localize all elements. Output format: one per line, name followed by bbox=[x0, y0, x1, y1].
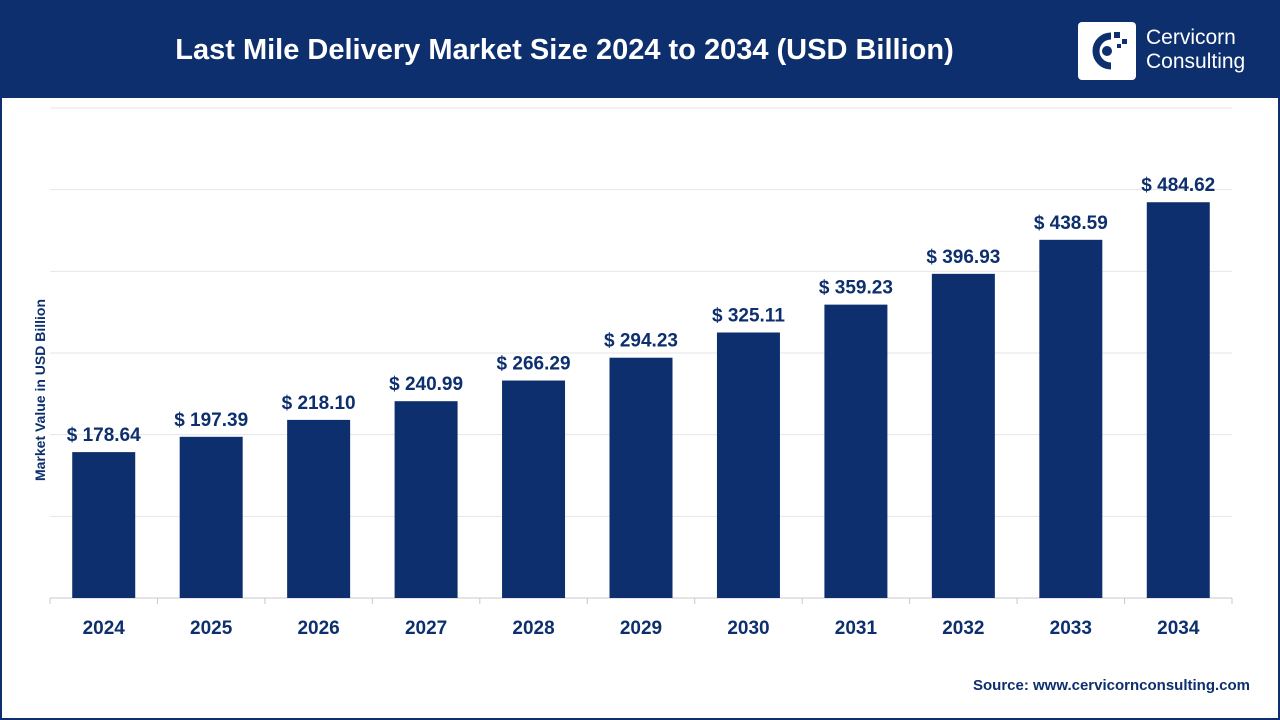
source-note: Source: www.cervicornconsulting.com bbox=[972, 677, 1250, 694]
x-tick-label-2026: 2026 bbox=[297, 618, 339, 639]
logo-line-1: Cervicorn bbox=[1146, 26, 1236, 49]
value-label-2030: $ 325.11 bbox=[712, 305, 785, 326]
x-tick-label-2034: 2034 bbox=[1157, 618, 1200, 639]
bar-2025 bbox=[179, 436, 243, 598]
x-tick-label-2031: 2031 bbox=[835, 618, 878, 639]
x-tick-label-2028: 2028 bbox=[512, 618, 554, 639]
value-label-2029: $ 294.23 bbox=[604, 331, 678, 352]
company-logo: Cervicorn Consulting bbox=[1078, 22, 1278, 80]
bar-2028 bbox=[502, 380, 566, 598]
chart-value-labels: $ 178.64 $ 197.39 $ 218.10 $ 240.99 $ 266.29… bbox=[67, 175, 1216, 446]
x-tick-label-2030: 2030 bbox=[727, 618, 769, 639]
bar-2034 bbox=[1146, 202, 1210, 598]
x-tick-label-2027: 2027 bbox=[405, 618, 447, 639]
bar-2033 bbox=[1039, 239, 1103, 598]
value-label-2028: $ 266.29 bbox=[497, 354, 571, 375]
value-label-2031: $ 359.23 bbox=[819, 278, 893, 299]
bar-chart: $ 178.64 $ 197.39 $ 218.10 $ 240.99 $ 266.29… bbox=[49, 107, 1233, 639]
x-tick-label-2032: 2032 bbox=[942, 618, 984, 639]
bar-2032 bbox=[931, 273, 995, 598]
bar-2027 bbox=[394, 401, 458, 598]
chart-header: Last Mile Delivery Market Size 2024 to 2… bbox=[2, 2, 1278, 98]
chart-x-axis: 2024 2025 2026 2027 2028 2029 2030 2031 2032 2033… bbox=[49, 598, 1233, 639]
value-label-2027: $ 240.99 bbox=[389, 374, 463, 395]
value-label-2024: $ 178.64 bbox=[67, 425, 141, 446]
x-tick-label-2033: 2033 bbox=[1050, 618, 1092, 639]
chart-title: Last Mile Delivery Market Size 2024 to 2… bbox=[175, 34, 954, 66]
chart-bars bbox=[72, 202, 1210, 598]
value-label-2034: $ 484.62 bbox=[1141, 175, 1215, 196]
bar-2024 bbox=[72, 452, 136, 598]
x-tick-label-2024: 2024 bbox=[83, 618, 126, 639]
bar-2031 bbox=[824, 304, 888, 598]
company-logo-text: Cervicorn Consulting bbox=[1146, 26, 1245, 74]
x-tick-label-2025: 2025 bbox=[190, 618, 233, 639]
bar-2026 bbox=[287, 419, 351, 598]
value-label-2033: $ 438.59 bbox=[1034, 213, 1108, 234]
y-axis-label: Market Value in USD Billion bbox=[32, 298, 48, 482]
bar-2029 bbox=[609, 357, 673, 598]
logo-line-2: Consulting bbox=[1146, 50, 1246, 73]
x-tick-label-2029: 2029 bbox=[620, 618, 662, 639]
value-label-2032: $ 396.93 bbox=[926, 247, 1000, 268]
value-label-2026: $ 218.10 bbox=[282, 393, 356, 414]
cervicorn-logo-icon bbox=[1078, 22, 1136, 80]
bar-2030 bbox=[716, 332, 780, 598]
value-label-2025: $ 197.39 bbox=[174, 410, 248, 431]
